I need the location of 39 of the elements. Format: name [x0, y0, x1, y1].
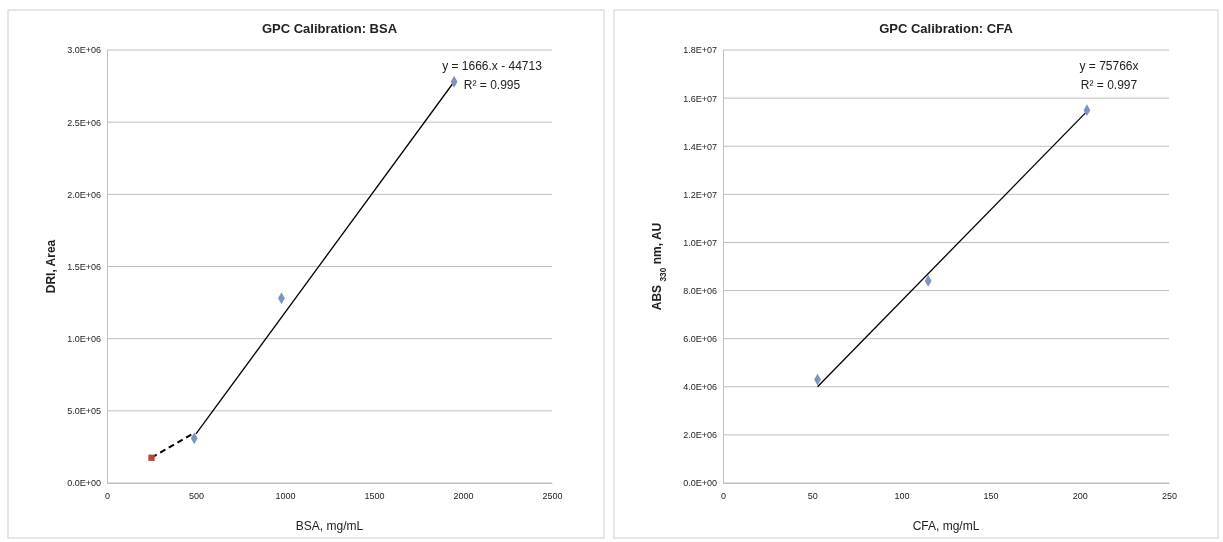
- x-tick-label: 1500: [364, 491, 385, 502]
- y-tick-label: 1.5E+06: [67, 261, 101, 272]
- x-axis-title: CFA, mg/mL: [912, 519, 980, 533]
- x-tick-label: 200: [1072, 491, 1088, 502]
- x-tick-label: 2500: [542, 491, 563, 502]
- y-tick-label: 2.0E+06: [683, 430, 717, 441]
- annotation: y = 75766x: [1079, 59, 1139, 73]
- annotation: y = 1666.x - 44713: [442, 59, 543, 73]
- chart-title: GPC Calibration: BSA: [261, 21, 398, 36]
- y-tick-label: 1.4E+07: [683, 141, 717, 152]
- x-tick-label: 500: [188, 491, 205, 502]
- y-tick-label: 8.0E+06: [683, 285, 717, 296]
- x-axis-title: BSA, mg/mL: [295, 519, 364, 533]
- y-tick-label: 2.5E+06: [67, 117, 101, 128]
- y-tick-label: 1.2E+07: [683, 189, 717, 200]
- y-tick-label: 0.0E+00: [67, 478, 101, 489]
- y-tick-label: 1.8E+07: [683, 45, 717, 56]
- y-axis-title: DRI, Area: [44, 239, 58, 294]
- x-tick-label: 250: [1161, 491, 1178, 502]
- y-tick-label: 5.0E+05: [67, 406, 101, 417]
- x-tick-label: 150: [983, 491, 999, 502]
- y-tick-label: 4.0E+06: [683, 382, 717, 393]
- annotation: R² = 0.997: [1080, 78, 1138, 92]
- y-tick-label: 1.6E+07: [683, 93, 717, 104]
- x-tick-label: 0: [720, 491, 727, 502]
- y-tick-label: 0.0E+00: [683, 478, 717, 489]
- point: [148, 454, 155, 461]
- y-tick-label: 1.0E+06: [67, 334, 101, 345]
- x-tick-label: 50: [807, 491, 818, 502]
- y-tick-label: 3.0E+06: [67, 45, 101, 56]
- x-tick-label: 0: [104, 491, 111, 502]
- chart-title: GPC Calibration: CFA: [879, 21, 1014, 36]
- annotation: R² = 0.995: [463, 78, 521, 92]
- x-tick-label: 100: [894, 491, 910, 502]
- y-tick-label: 6.0E+06: [683, 334, 717, 345]
- y-tick-label: 1.0E+07: [683, 237, 717, 248]
- x-tick-label: 1000: [275, 491, 296, 502]
- y-tick-label: 2.0E+06: [67, 189, 101, 200]
- x-tick-label: 2000: [453, 491, 474, 502]
